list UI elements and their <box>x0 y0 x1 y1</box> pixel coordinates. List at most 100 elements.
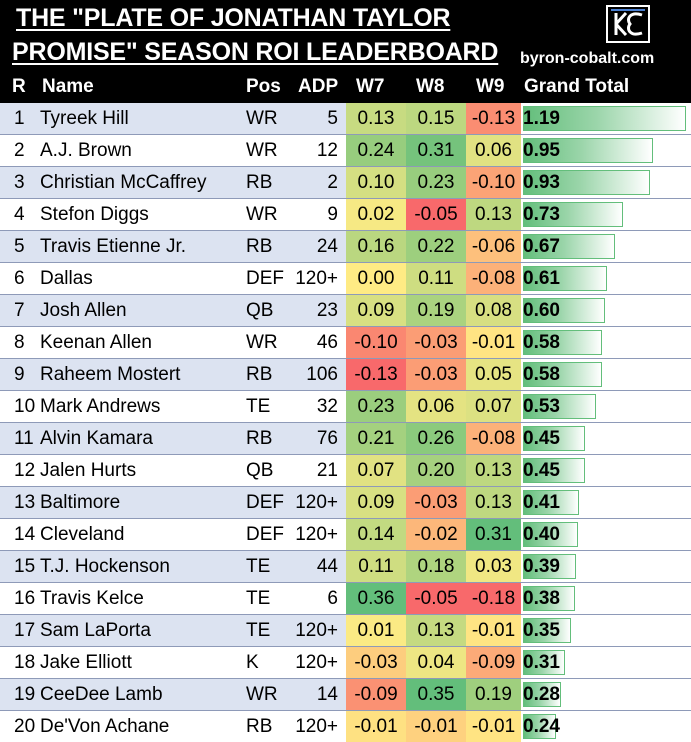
rank-cell: 19 <box>0 679 40 711</box>
rank-cell: 9 <box>0 359 40 391</box>
week7-roi-cell: 0.11 <box>346 551 406 583</box>
adp-cell: 32 <box>294 391 346 423</box>
grand-total-cell: 0.31 <box>521 647 691 679</box>
position-cell: DEF <box>246 519 294 551</box>
week8-roi-cell: 0.06 <box>406 391 466 423</box>
week8-roi-cell: -0.03 <box>406 359 466 391</box>
week8-roi-cell: 0.15 <box>406 103 466 135</box>
grand-total-value: 0.95 <box>521 140 560 161</box>
grand-total-value: 0.67 <box>521 236 560 257</box>
grand-total-value: 1.19 <box>521 108 560 129</box>
week7-roi-cell: 0.21 <box>346 423 406 455</box>
rank-cell: 2 <box>0 135 40 167</box>
week9-roi-cell: -0.01 <box>466 711 521 742</box>
position-cell: RB <box>246 423 294 455</box>
week9-roi-cell: 0.08 <box>466 295 521 327</box>
player-name-cell: Jalen Hurts <box>40 455 246 487</box>
rank-cell: 1 <box>0 103 40 135</box>
grand-total-value: 0.58 <box>521 332 560 353</box>
position-cell: QB <box>246 295 294 327</box>
player-name-cell: Josh Allen <box>40 295 246 327</box>
week7-roi-cell: 0.01 <box>346 615 406 647</box>
header: THE "PLATE OF JONATHAN TAYLOR PROMISE" S… <box>0 0 691 72</box>
adp-cell: 106 <box>294 359 346 391</box>
player-name-cell: Travis Kelce <box>40 583 246 615</box>
player-name-cell: Mark Andrews <box>40 391 246 423</box>
grand-total-cell: 0.60 <box>521 295 691 327</box>
player-name-cell: Sam LaPorta <box>40 615 246 647</box>
week9-roi-cell: 0.31 <box>466 519 521 551</box>
adp-cell: 14 <box>294 679 346 711</box>
adp-cell: 44 <box>294 551 346 583</box>
grand-total-value: 0.73 <box>521 204 560 225</box>
player-name-cell: Travis Etienne Jr. <box>40 231 246 263</box>
week8-roi-cell: -0.02 <box>406 519 466 551</box>
grand-total-value: 0.45 <box>521 460 560 481</box>
grand-total-value: 0.60 <box>521 300 560 321</box>
position-cell: RB <box>246 359 294 391</box>
player-name-cell: Cleveland <box>40 519 246 551</box>
week7-roi-cell: 0.16 <box>346 231 406 263</box>
week7-roi-cell: 0.14 <box>346 519 406 551</box>
week7-roi-cell: -0.10 <box>346 327 406 359</box>
player-name-cell: CeeDee Lamb <box>40 679 246 711</box>
week9-roi-cell: -0.10 <box>466 167 521 199</box>
week9-roi-cell: -0.18 <box>466 583 521 615</box>
position-cell: WR <box>246 135 294 167</box>
week8-roi-cell: 0.18 <box>406 551 466 583</box>
grand-total-cell: 0.58 <box>521 327 691 359</box>
grand-total-value: 0.40 <box>521 524 560 545</box>
rank-cell: 5 <box>0 231 40 263</box>
grand-total-value: 0.45 <box>521 428 560 449</box>
rank-cell: 10 <box>0 391 40 423</box>
week9-roi-cell: -0.01 <box>466 327 521 359</box>
grand-total-cell: 0.73 <box>521 199 691 231</box>
player-name-cell: Alvin Kamara <box>40 423 246 455</box>
rank-cell: 13 <box>0 487 40 519</box>
col-header-grand-total: Grand Total <box>524 73 629 101</box>
week8-roi-cell: -0.01 <box>406 711 466 742</box>
rank-cell: 17 <box>0 615 40 647</box>
grand-total-cell: 0.67 <box>521 231 691 263</box>
player-name-cell: Stefon Diggs <box>40 199 246 231</box>
week9-roi-cell: 0.06 <box>466 135 521 167</box>
week9-roi-cell: 0.05 <box>466 359 521 391</box>
col-header-w9: W9 <box>476 73 505 101</box>
adp-cell: 12 <box>294 135 346 167</box>
week8-roi-cell: 0.04 <box>406 647 466 679</box>
position-cell: DEF <box>246 263 294 295</box>
position-cell: TE <box>246 583 294 615</box>
grand-total-value: 0.61 <box>521 268 560 289</box>
byron-cobalt-logo-icon <box>606 5 650 43</box>
adp-cell: 23 <box>294 295 346 327</box>
week8-roi-cell: 0.20 <box>406 455 466 487</box>
position-cell: WR <box>246 327 294 359</box>
player-name-cell: Keenan Allen <box>40 327 246 359</box>
adp-cell: 120+ <box>294 519 346 551</box>
title-line-1: THE "PLATE OF JONATHAN TAYLOR <box>16 4 450 33</box>
week7-roi-cell: 0.00 <box>346 263 406 295</box>
week8-roi-cell: 0.31 <box>406 135 466 167</box>
player-name-cell: Baltimore <box>40 487 246 519</box>
player-name-cell: T.J. Hockenson <box>40 551 246 583</box>
week9-roi-cell: 0.13 <box>466 455 521 487</box>
adp-cell: 6 <box>294 583 346 615</box>
grand-total-value: 0.41 <box>521 492 560 513</box>
position-cell: K <box>246 647 294 679</box>
adp-cell: 120+ <box>294 487 346 519</box>
